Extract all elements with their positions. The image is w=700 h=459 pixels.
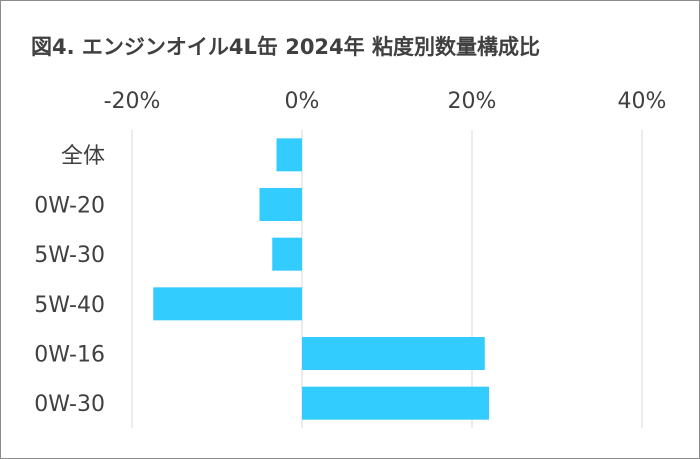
category-label: 5W-30 [34, 243, 105, 268]
bar [276, 138, 302, 172]
category-label: 0W-30 [34, 392, 105, 417]
category-label: 全体 [61, 144, 105, 169]
x-tick-label: 40% [618, 89, 667, 114]
x-tick-label: -20% [104, 89, 161, 114]
category-label: 0W-16 [34, 343, 105, 368]
chart-title: 図4. エンジンオイル4L缶 2024年 粘度別数量構成比 [31, 35, 540, 59]
bar [302, 337, 485, 370]
category-label: 0W-20 [34, 194, 105, 219]
bar [272, 237, 302, 271]
x-tick-label: 20% [448, 89, 497, 114]
bar [259, 188, 302, 221]
category-label: 5W-40 [34, 293, 105, 318]
bar [153, 287, 302, 321]
bar [302, 386, 489, 420]
x-tick-label: 0% [285, 89, 320, 114]
